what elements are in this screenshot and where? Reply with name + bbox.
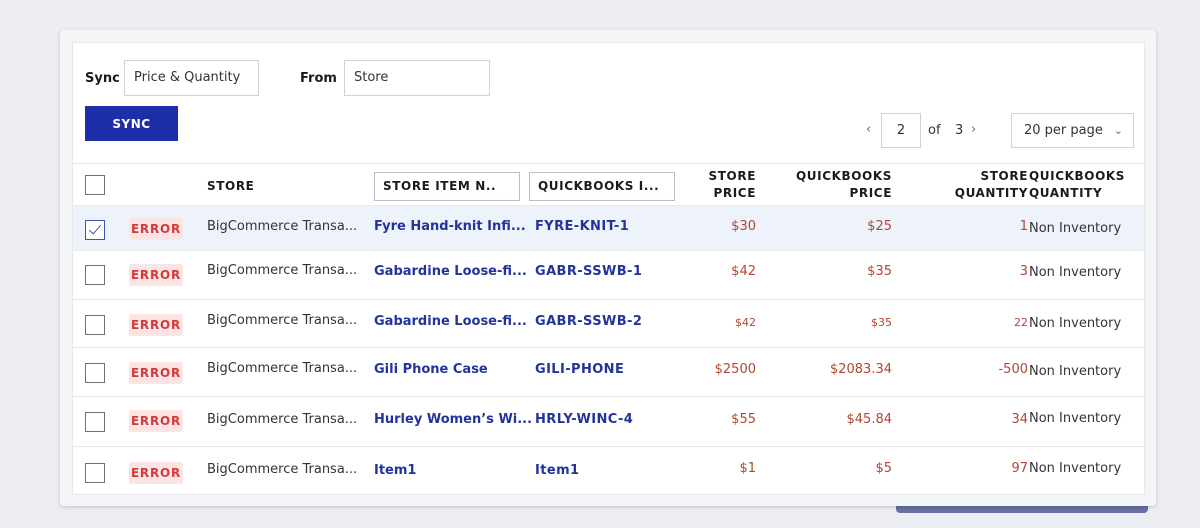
row-checkbox[interactable] [85, 463, 105, 483]
cell-store: BigCommerce Transa... [207, 313, 358, 328]
cell-store: BigCommerce Transa... [207, 462, 358, 477]
cell-item-name-link[interactable]: Hurley Women’s Wi... [374, 412, 533, 427]
cell-item-name-link[interactable]: Fyre Hand-knit Infi... [374, 219, 526, 234]
from-label: From [300, 71, 337, 86]
header-store-price: STORE PRICE [708, 169, 756, 200]
items-table: STORE STORE ITEM N.. QUICKBOOKS I... STO… [73, 163, 1144, 484]
cell-quickbooks-quantity: Non Inventory [1029, 461, 1122, 476]
sync-label: Sync [85, 71, 120, 86]
cell-quickbooks-quantity: Non Inventory [1029, 316, 1122, 331]
chevron-down-icon: ⌄ [1113, 124, 1123, 137]
cell-store: BigCommerce Transa... [207, 219, 358, 234]
cell-store-price: $1 [739, 461, 756, 476]
from-select[interactable]: Store [344, 60, 490, 96]
table-row[interactable]: ERROR BigCommerce Transa... Hurley Women… [73, 397, 1144, 447]
cell-item-name-link[interactable]: Gabardine Loose-fi... [374, 264, 527, 279]
status-badge: ERROR [129, 218, 183, 240]
cell-store-quantity: -500 [998, 362, 1028, 377]
cell-quickbooks-quantity: Non Inventory [1029, 265, 1122, 280]
cell-store-price: $42 [731, 264, 756, 279]
cell-store: BigCommerce Transa... [207, 361, 358, 376]
header-store-quantity: STORE QUANTITY [954, 169, 1028, 200]
sync-type-select[interactable]: Price & Quantity [124, 60, 259, 96]
cell-store-quantity: 97 [1011, 461, 1028, 476]
bottom-action-bar [896, 505, 1148, 513]
cell-item-name-link[interactable]: Gili Phone Case [374, 362, 488, 377]
cell-store-quantity: 34 [1011, 412, 1028, 427]
per-page-select[interactable]: 20 per page ⌄ [1011, 113, 1134, 148]
header-quickbooks-id-filter[interactable]: QUICKBOOKS I... [529, 172, 675, 201]
status-badge: ERROR [129, 362, 183, 384]
table-row[interactable]: ERROR BigCommerce Transa... Gili Phone C… [73, 348, 1144, 397]
row-checkbox[interactable] [85, 315, 105, 335]
cell-store-quantity: 1 [1019, 219, 1028, 234]
row-checkbox[interactable] [85, 363, 105, 383]
total-pages: 3 [955, 123, 964, 138]
header-quickbooks-price: QUICKBOOKS PRICE [795, 169, 892, 200]
cell-store-quantity: 3 [1019, 264, 1028, 279]
chevron-right-icon[interactable]: › [971, 122, 977, 137]
cell-quickbooks-price: $5 [875, 461, 892, 476]
select-all-checkbox[interactable] [85, 175, 105, 195]
cell-quickbooks-id-link[interactable]: GABR-SSWB-1 [535, 264, 643, 279]
cell-quickbooks-quantity: Non Inventory [1029, 364, 1122, 379]
status-badge: ERROR [129, 314, 183, 336]
cell-quickbooks-price: $45.84 [846, 412, 893, 427]
header-quickbooks-quantity: QUICKBOOKS QUANTITY [1029, 169, 1126, 200]
cell-quickbooks-id-link[interactable]: FYRE-KNIT-1 [535, 219, 630, 234]
cell-store-price: $55 [731, 412, 756, 427]
cell-quickbooks-price: $25 [867, 219, 892, 234]
row-checkbox[interactable] [85, 412, 105, 432]
cell-store-price: $30 [731, 219, 756, 234]
cell-quickbooks-price: $35 [871, 316, 892, 329]
table-row[interactable]: ERROR BigCommerce Transa... Item1 Item1 … [73, 447, 1144, 496]
cell-item-name-link[interactable]: Gabardine Loose-fi... [374, 314, 527, 329]
table-row[interactable]: ERROR BigCommerce Transa... Fyre Hand-kn… [73, 206, 1144, 251]
cell-quickbooks-price: $35 [867, 264, 892, 279]
sync-card: Sync Price & Quantity From Store SYNC ‹ … [60, 30, 1156, 506]
table-header: STORE STORE ITEM N.. QUICKBOOKS I... STO… [73, 163, 1144, 206]
page-number-input[interactable] [881, 113, 921, 148]
table-row[interactable]: ERROR BigCommerce Transa... Gabardine Lo… [73, 300, 1144, 348]
cell-quickbooks-id-link[interactable]: GILI-PHONE [535, 362, 625, 377]
cell-store-quantity: 22 [1014, 316, 1028, 329]
table-row[interactable]: ERROR BigCommerce Transa... Gabardine Lo… [73, 251, 1144, 300]
row-checkbox[interactable] [85, 220, 105, 240]
row-checkbox[interactable] [85, 265, 105, 285]
cell-quickbooks-id-link[interactable]: Item1 [535, 463, 580, 478]
cell-item-name-link[interactable]: Item1 [374, 463, 417, 478]
sync-panel: Sync Price & Quantity From Store SYNC ‹ … [72, 42, 1145, 495]
cell-store-price: $2500 [714, 362, 756, 377]
cell-quickbooks-quantity: Non Inventory [1029, 411, 1122, 426]
cell-quickbooks-id-link[interactable]: GABR-SSWB-2 [535, 314, 643, 329]
cell-quickbooks-quantity: Non Inventory [1029, 221, 1122, 236]
cell-quickbooks-id-link[interactable]: HRLY-WINC-4 [535, 412, 634, 427]
header-store-item-name-filter[interactable]: STORE ITEM N.. [374, 172, 520, 201]
chevron-left-icon[interactable]: ‹ [866, 122, 872, 137]
cell-store: BigCommerce Transa... [207, 263, 358, 278]
cell-quickbooks-price: $2083.34 [829, 362, 892, 377]
sync-button[interactable]: SYNC [85, 106, 178, 141]
page-of-label: of [928, 123, 941, 138]
status-badge: ERROR [129, 462, 183, 484]
header-store: STORE [207, 179, 255, 193]
status-badge: ERROR [129, 264, 183, 286]
cell-store-price: $42 [735, 316, 756, 329]
status-badge: ERROR [129, 410, 183, 432]
per-page-value: 20 per page [1024, 123, 1103, 138]
cell-store: BigCommerce Transa... [207, 412, 358, 427]
